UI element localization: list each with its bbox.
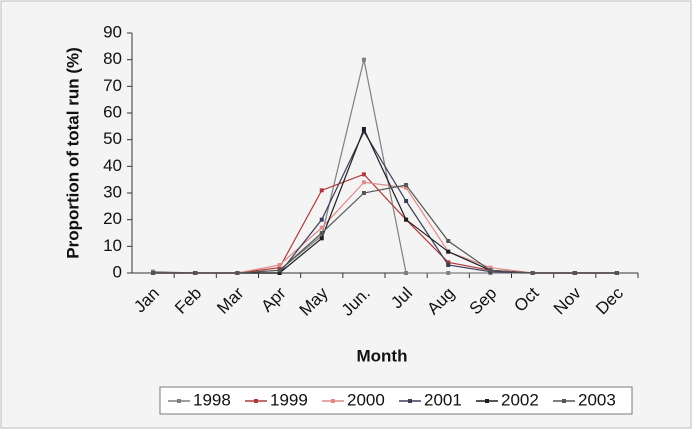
legend-marker [331,399,335,403]
point [277,268,282,273]
y-tick-label: 70 [103,76,122,95]
point [319,217,324,222]
point [488,265,493,270]
y-tick-label: 90 [103,22,122,41]
point [319,188,324,193]
legend-marker [562,399,566,403]
point [530,271,535,275]
x-axis-label: Month [357,346,408,365]
y-tick-label: 0 [113,262,122,281]
legend-label: 2002 [501,390,539,409]
point [319,236,324,241]
point [361,180,366,185]
y-tick-label: 40 [103,156,122,175]
point [361,172,366,177]
point [361,191,366,195]
point [277,263,282,267]
point [193,271,198,275]
point [404,217,409,222]
point [361,57,366,62]
point [277,271,282,275]
legend-marker [254,399,258,403]
y-tick-label: 20 [103,209,122,228]
y-axis-label: Proportion of total run (%) [63,47,82,259]
point [404,199,409,203]
point [319,233,324,238]
point [319,225,324,230]
point [446,260,451,265]
point [488,268,493,273]
y-tick-label: 10 [103,236,122,255]
legend-label: 1998 [193,390,231,409]
point [404,185,409,190]
point [235,271,240,275]
point [446,249,451,254]
point [446,271,451,275]
point [446,263,451,267]
legend-label: 1999 [270,390,308,409]
point [446,239,451,243]
point [319,231,324,235]
point [361,129,366,134]
legend-marker [177,399,181,403]
legend-label: 2003 [578,390,616,409]
point [151,271,156,275]
y-tick-label: 60 [103,102,122,121]
legend-label: 2001 [424,390,462,409]
point [614,271,619,275]
point [404,183,409,187]
y-tick-label: 30 [103,182,122,201]
y-tick-label: 80 [103,49,122,68]
point [404,271,409,275]
legend-marker [408,399,412,403]
legend-label: 2000 [347,390,385,409]
point [572,271,577,275]
y-tick-label: 50 [103,129,122,148]
legend-marker [485,399,489,403]
point [361,127,366,131]
point [277,265,282,270]
series-line [153,184,617,274]
